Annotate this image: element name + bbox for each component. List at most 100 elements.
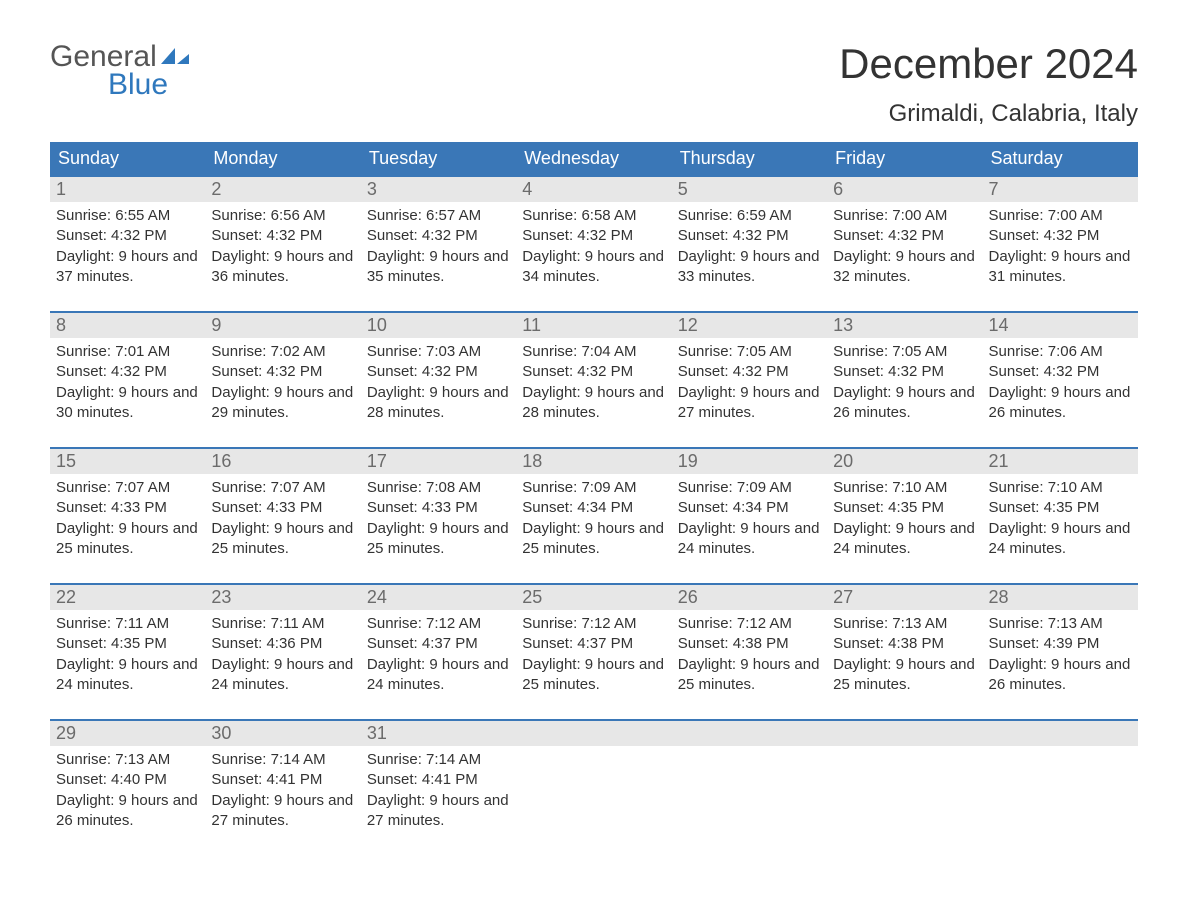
day-details: Sunrise: 7:07 AMSunset: 4:33 PMDaylight:…: [50, 474, 205, 569]
sunrise-line: Sunrise: 7:13 AM: [989, 614, 1132, 634]
sunset-line: Sunset: 4:41 PM: [211, 770, 354, 790]
day-number: 23: [205, 585, 360, 610]
day-number: 7: [983, 177, 1138, 202]
calendar-day: 1 Sunrise: 6:55 AMSunset: 4:32 PMDaylight…: [50, 177, 205, 297]
day-details: Sunrise: 7:10 AMSunset: 4:35 PMDaylight:…: [983, 474, 1138, 569]
day-number: 6: [827, 177, 982, 202]
sunrise-line: Sunrise: 7:12 AM: [367, 614, 510, 634]
daylight-line: Daylight: 9 hours and 24 minutes.: [211, 655, 354, 696]
sunset-line: Sunset: 4:41 PM: [367, 770, 510, 790]
sunset-line: Sunset: 4:32 PM: [56, 226, 199, 246]
daylight-line: Daylight: 9 hours and 37 minutes.: [56, 247, 199, 288]
sunset-line: Sunset: 4:33 PM: [367, 498, 510, 518]
calendar-day: 30Sunrise: 7:14 AMSunset: 4:41 PMDayligh…: [205, 721, 360, 841]
sunrise-line: Sunrise: 7:13 AM: [56, 750, 199, 770]
day-number: 14: [983, 313, 1138, 338]
sunset-line: Sunset: 4:35 PM: [56, 634, 199, 654]
day-details: Sunrise: 7:09 AMSunset: 4:34 PMDaylight:…: [516, 474, 671, 569]
day-number: 2: [205, 177, 360, 202]
daylight-line: Daylight: 9 hours and 24 minutes.: [833, 519, 976, 560]
day-number: 29: [50, 721, 205, 746]
day-number: 8: [50, 313, 205, 338]
sunset-line: Sunset: 4:32 PM: [367, 226, 510, 246]
sunrise-line: Sunrise: 7:01 AM: [56, 342, 199, 362]
brand-bottom: Blue: [108, 68, 168, 102]
sunset-line: Sunset: 4:32 PM: [833, 362, 976, 382]
day-number-empty: [516, 721, 671, 746]
day-header: Monday: [205, 142, 360, 175]
day-number: 19: [672, 449, 827, 474]
sunrise-line: Sunrise: 7:13 AM: [833, 614, 976, 634]
sunset-line: Sunset: 4:38 PM: [833, 634, 976, 654]
calendar-week: 15Sunrise: 7:07 AMSunset: 4:33 PMDayligh…: [50, 447, 1138, 569]
calendar-day: 4Sunrise: 6:58 AMSunset: 4:32 PMDaylight…: [516, 177, 671, 297]
day-number-empty: [827, 721, 982, 746]
sunrise-line: Sunrise: 7:09 AM: [522, 478, 665, 498]
sunset-line: Sunset: 4:36 PM: [211, 634, 354, 654]
daylight-line: Daylight: 9 hours and 31 minutes.: [989, 247, 1132, 288]
day-header: Tuesday: [361, 142, 516, 175]
sunrise-line: Sunrise: 7:12 AM: [522, 614, 665, 634]
daylight-line: Daylight: 9 hours and 25 minutes.: [56, 519, 199, 560]
sunrise-line: Sunrise: 6:58 AM: [522, 206, 665, 226]
calendar-day: 16Sunrise: 7:07 AMSunset: 4:33 PMDayligh…: [205, 449, 360, 569]
calendar-day: 19Sunrise: 7:09 AMSunset: 4:34 PMDayligh…: [672, 449, 827, 569]
daylight-line: Daylight: 9 hours and 26 minutes.: [989, 655, 1132, 696]
day-details: Sunrise: 7:07 AMSunset: 4:33 PMDaylight:…: [205, 474, 360, 569]
day-details: Sunrise: 7:13 AMSunset: 4:38 PMDaylight:…: [827, 610, 982, 705]
day-number: 31: [361, 721, 516, 746]
calendar-day: 7Sunrise: 7:00 AMSunset: 4:32 PMDaylight…: [983, 177, 1138, 297]
daylight-line: Daylight: 9 hours and 25 minutes.: [367, 519, 510, 560]
sunrise-line: Sunrise: 7:10 AM: [833, 478, 976, 498]
day-header-row: Sunday Monday Tuesday Wednesday Thursday…: [50, 142, 1138, 175]
day-number: 21: [983, 449, 1138, 474]
day-details: Sunrise: 6:59 AMSunset: 4:32 PMDaylight:…: [672, 202, 827, 297]
sunset-line: Sunset: 4:34 PM: [522, 498, 665, 518]
calendar-day: 22Sunrise: 7:11 AMSunset: 4:35 PMDayligh…: [50, 585, 205, 705]
sunrise-line: Sunrise: 7:03 AM: [367, 342, 510, 362]
day-number: 1: [50, 177, 205, 202]
sunrise-line: Sunrise: 7:00 AM: [833, 206, 976, 226]
sunrise-line: Sunrise: 7:00 AM: [989, 206, 1132, 226]
day-details: Sunrise: 7:04 AMSunset: 4:32 PMDaylight:…: [516, 338, 671, 433]
calendar-week: 22Sunrise: 7:11 AMSunset: 4:35 PMDayligh…: [50, 583, 1138, 705]
calendar-day: 27Sunrise: 7:13 AMSunset: 4:38 PMDayligh…: [827, 585, 982, 705]
calendar-day: 28Sunrise: 7:13 AMSunset: 4:39 PMDayligh…: [983, 585, 1138, 705]
calendar-day: 11Sunrise: 7:04 AMSunset: 4:32 PMDayligh…: [516, 313, 671, 433]
daylight-line: Daylight: 9 hours and 33 minutes.: [678, 247, 821, 288]
calendar-day: 31Sunrise: 7:14 AMSunset: 4:41 PMDayligh…: [361, 721, 516, 841]
day-number: 24: [361, 585, 516, 610]
sunset-line: Sunset: 4:39 PM: [989, 634, 1132, 654]
day-details: Sunrise: 7:05 AMSunset: 4:32 PMDaylight:…: [672, 338, 827, 433]
sunset-line: Sunset: 4:32 PM: [678, 362, 821, 382]
daylight-line: Daylight: 9 hours and 28 minutes.: [367, 383, 510, 424]
sunset-line: Sunset: 4:32 PM: [522, 226, 665, 246]
daylight-line: Daylight: 9 hours and 34 minutes.: [522, 247, 665, 288]
calendar-day: 13Sunrise: 7:05 AMSunset: 4:32 PMDayligh…: [827, 313, 982, 433]
day-header: Wednesday: [516, 142, 671, 175]
day-number: 16: [205, 449, 360, 474]
sunrise-line: Sunrise: 7:07 AM: [211, 478, 354, 498]
day-number: 28: [983, 585, 1138, 610]
daylight-line: Daylight: 9 hours and 35 minutes.: [367, 247, 510, 288]
daylight-line: Daylight: 9 hours and 27 minutes.: [367, 791, 510, 832]
daylight-line: Daylight: 9 hours and 25 minutes.: [678, 655, 821, 696]
sunrise-line: Sunrise: 7:05 AM: [678, 342, 821, 362]
day-details: Sunrise: 7:12 AMSunset: 4:38 PMDaylight:…: [672, 610, 827, 705]
day-details: Sunrise: 7:13 AMSunset: 4:39 PMDaylight:…: [983, 610, 1138, 705]
calendar-day: 2Sunrise: 6:56 AMSunset: 4:32 PMDaylight…: [205, 177, 360, 297]
sunset-line: Sunset: 4:37 PM: [367, 634, 510, 654]
calendar-day: 10Sunrise: 7:03 AMSunset: 4:32 PMDayligh…: [361, 313, 516, 433]
daylight-line: Daylight: 9 hours and 26 minutes.: [833, 383, 976, 424]
sunrise-line: Sunrise: 6:55 AM: [56, 206, 199, 226]
calendar-day: 14Sunrise: 7:06 AMSunset: 4:32 PMDayligh…: [983, 313, 1138, 433]
calendar-week: 1Sunrise: 6:55 AMSunset: 4:32 PMDaylight…: [50, 175, 1138, 297]
sunrise-line: Sunrise: 6:57 AM: [367, 206, 510, 226]
day-number-empty: [672, 721, 827, 746]
sunrise-line: Sunrise: 7:10 AM: [989, 478, 1132, 498]
day-header: Saturday: [983, 142, 1138, 175]
daylight-line: Daylight: 9 hours and 25 minutes.: [211, 519, 354, 560]
sunset-line: Sunset: 4:32 PM: [211, 226, 354, 246]
day-number: 25: [516, 585, 671, 610]
daylight-line: Daylight: 9 hours and 25 minutes.: [833, 655, 976, 696]
